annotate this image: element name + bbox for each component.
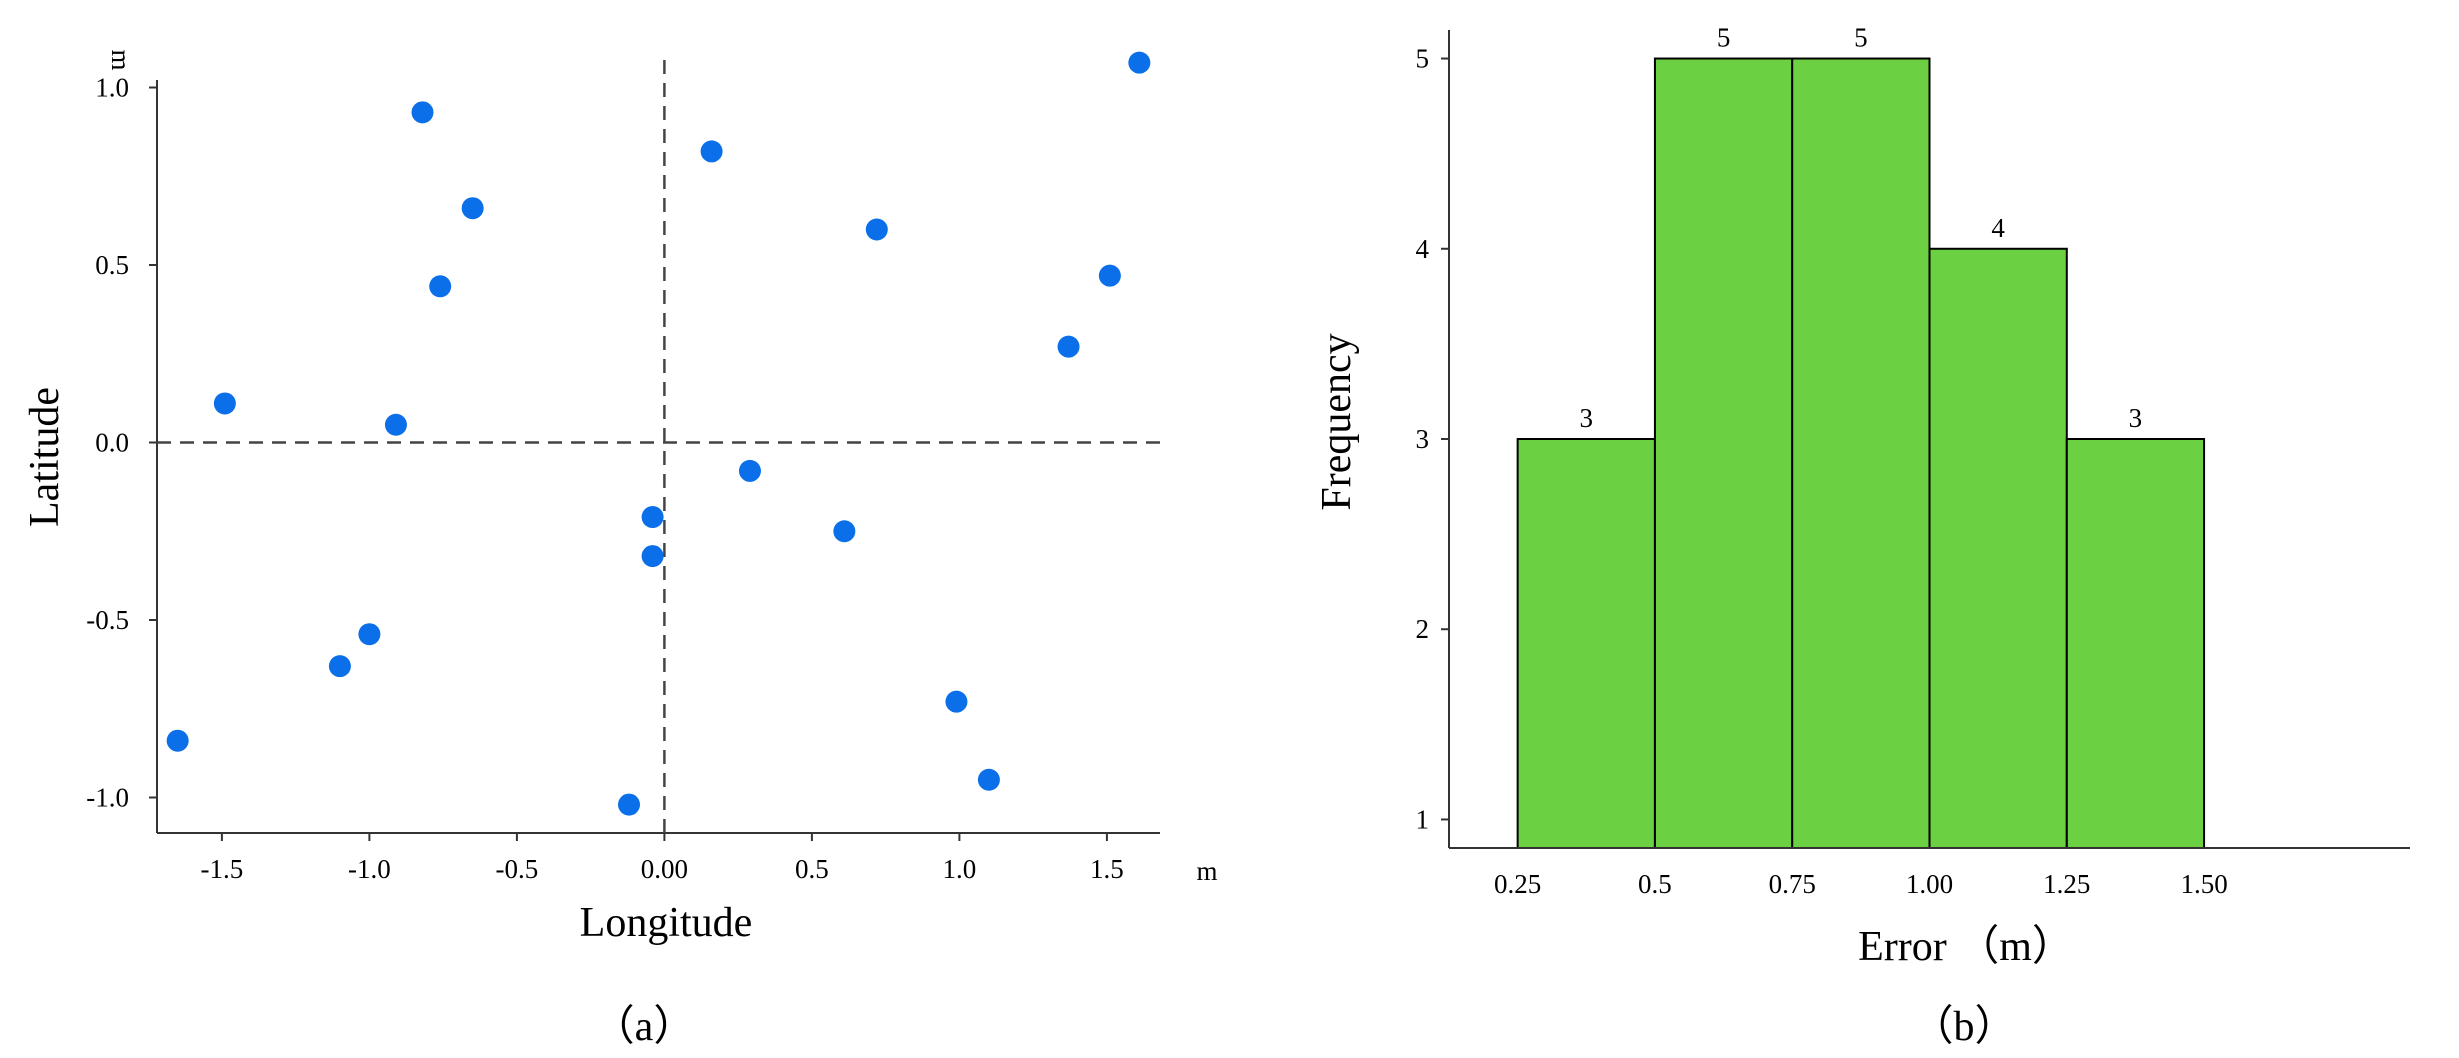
histogram-x-tick-label: 1.25 — [2043, 869, 2090, 899]
scatter-x-tick-label: -0.5 — [496, 854, 539, 884]
histogram-x-tick-label: 1.00 — [1906, 869, 1953, 899]
histogram-bar-data-label: 5 — [1854, 23, 1868, 53]
panel-label-b: （b） — [1911, 1004, 2016, 1050]
scatter-x-tick-label: 1.5 — [1090, 854, 1124, 884]
scatter-point — [384, 413, 407, 436]
histogram-y-axis-title: Frequency — [1314, 333, 1360, 510]
histogram-bar — [1928, 247, 2068, 849]
scatter-y-axis-title: Latitude — [22, 387, 68, 527]
histogram-y-tick-label: 4 — [1416, 234, 1430, 264]
histogram-bar — [1791, 57, 1931, 849]
histogram-x-tick-label: 0.5 — [1638, 869, 1672, 899]
histogram-y-tick-label: 1 — [1416, 804, 1430, 834]
histogram-x-tick-label: 1.50 — [2180, 869, 2227, 899]
scatter-point — [166, 729, 189, 752]
histogram-panel: 3 5 5 4 3 1 2 3 4 5 0.25 0.5 0.75 1.00 1.25 1.50 Erro… — [1314, 23, 2410, 1050]
scatter-x-tick-label: 1.0 — [943, 854, 977, 884]
scatter-y-tick-label: 0.5 — [95, 250, 129, 280]
scatter-point — [977, 768, 1000, 791]
histogram-bar — [1516, 438, 1656, 849]
scatter-point — [213, 392, 236, 415]
scatter-y-tick-label: 1.0 — [95, 73, 129, 103]
histogram-x-tick-label: 0.25 — [1494, 869, 1541, 899]
histogram-bar-data-label: 5 — [1717, 23, 1731, 53]
scatter-point — [618, 793, 640, 816]
histogram-x-tick-label: 0.75 — [1769, 869, 1816, 899]
scatter-y-tick-label: 0.0 — [95, 428, 129, 458]
scatter-point — [358, 623, 381, 646]
histogram-y-tick-label: 5 — [1416, 44, 1430, 74]
scatter-x-tick-label: -1.0 — [348, 854, 391, 884]
histogram-bar-data-label: 3 — [2129, 403, 2143, 433]
scatter-point — [865, 218, 888, 241]
scatter-point — [1128, 51, 1151, 74]
scatter-point — [641, 506, 664, 529]
scatter-x-tick-label: 0.00 — [641, 854, 688, 884]
scatter-point — [1057, 335, 1080, 358]
scatter-point — [461, 197, 484, 220]
scatter-x-tick-label: 0.5 — [795, 854, 829, 884]
histogram-bar — [1653, 57, 1794, 849]
scatter-point — [945, 690, 968, 713]
scatter-y-tick-label: -0.5 — [86, 605, 129, 635]
scatter-x-tick-label: -1.5 — [201, 854, 244, 884]
scatter-point — [700, 140, 723, 163]
scatter-y-unit: m — [106, 49, 136, 70]
histogram-bar — [2065, 438, 2206, 849]
scatter-point — [641, 545, 664, 568]
scatter-point — [1098, 264, 1121, 287]
scatter-x-unit: m — [1196, 856, 1217, 886]
scatter-panel: 1.0 0.5 0.0 -0.5 -1.0 -1.5 -1.0 -0.5 0.00 0.5 1.0… — [22, 49, 1218, 1050]
histogram-bar-data-label: 3 — [1580, 403, 1594, 433]
scatter-point — [411, 101, 434, 124]
scatter-x-axis-title: Longitude — [580, 900, 753, 946]
scatter-point — [738, 459, 761, 482]
scatter-y-tick-label: -1.0 — [86, 783, 129, 813]
scatter-point — [429, 275, 452, 298]
histogram-x-axis-title: Error （m） — [1858, 924, 2074, 970]
scatter-point — [833, 520, 856, 543]
histogram-bar-data-label: 4 — [1991, 213, 2005, 243]
panel-label-a: （a） — [593, 1004, 696, 1050]
histogram-y-tick-label: 2 — [1416, 614, 1430, 644]
histogram-y-tick-label: 3 — [1416, 424, 1430, 454]
scatter-point — [328, 655, 351, 678]
